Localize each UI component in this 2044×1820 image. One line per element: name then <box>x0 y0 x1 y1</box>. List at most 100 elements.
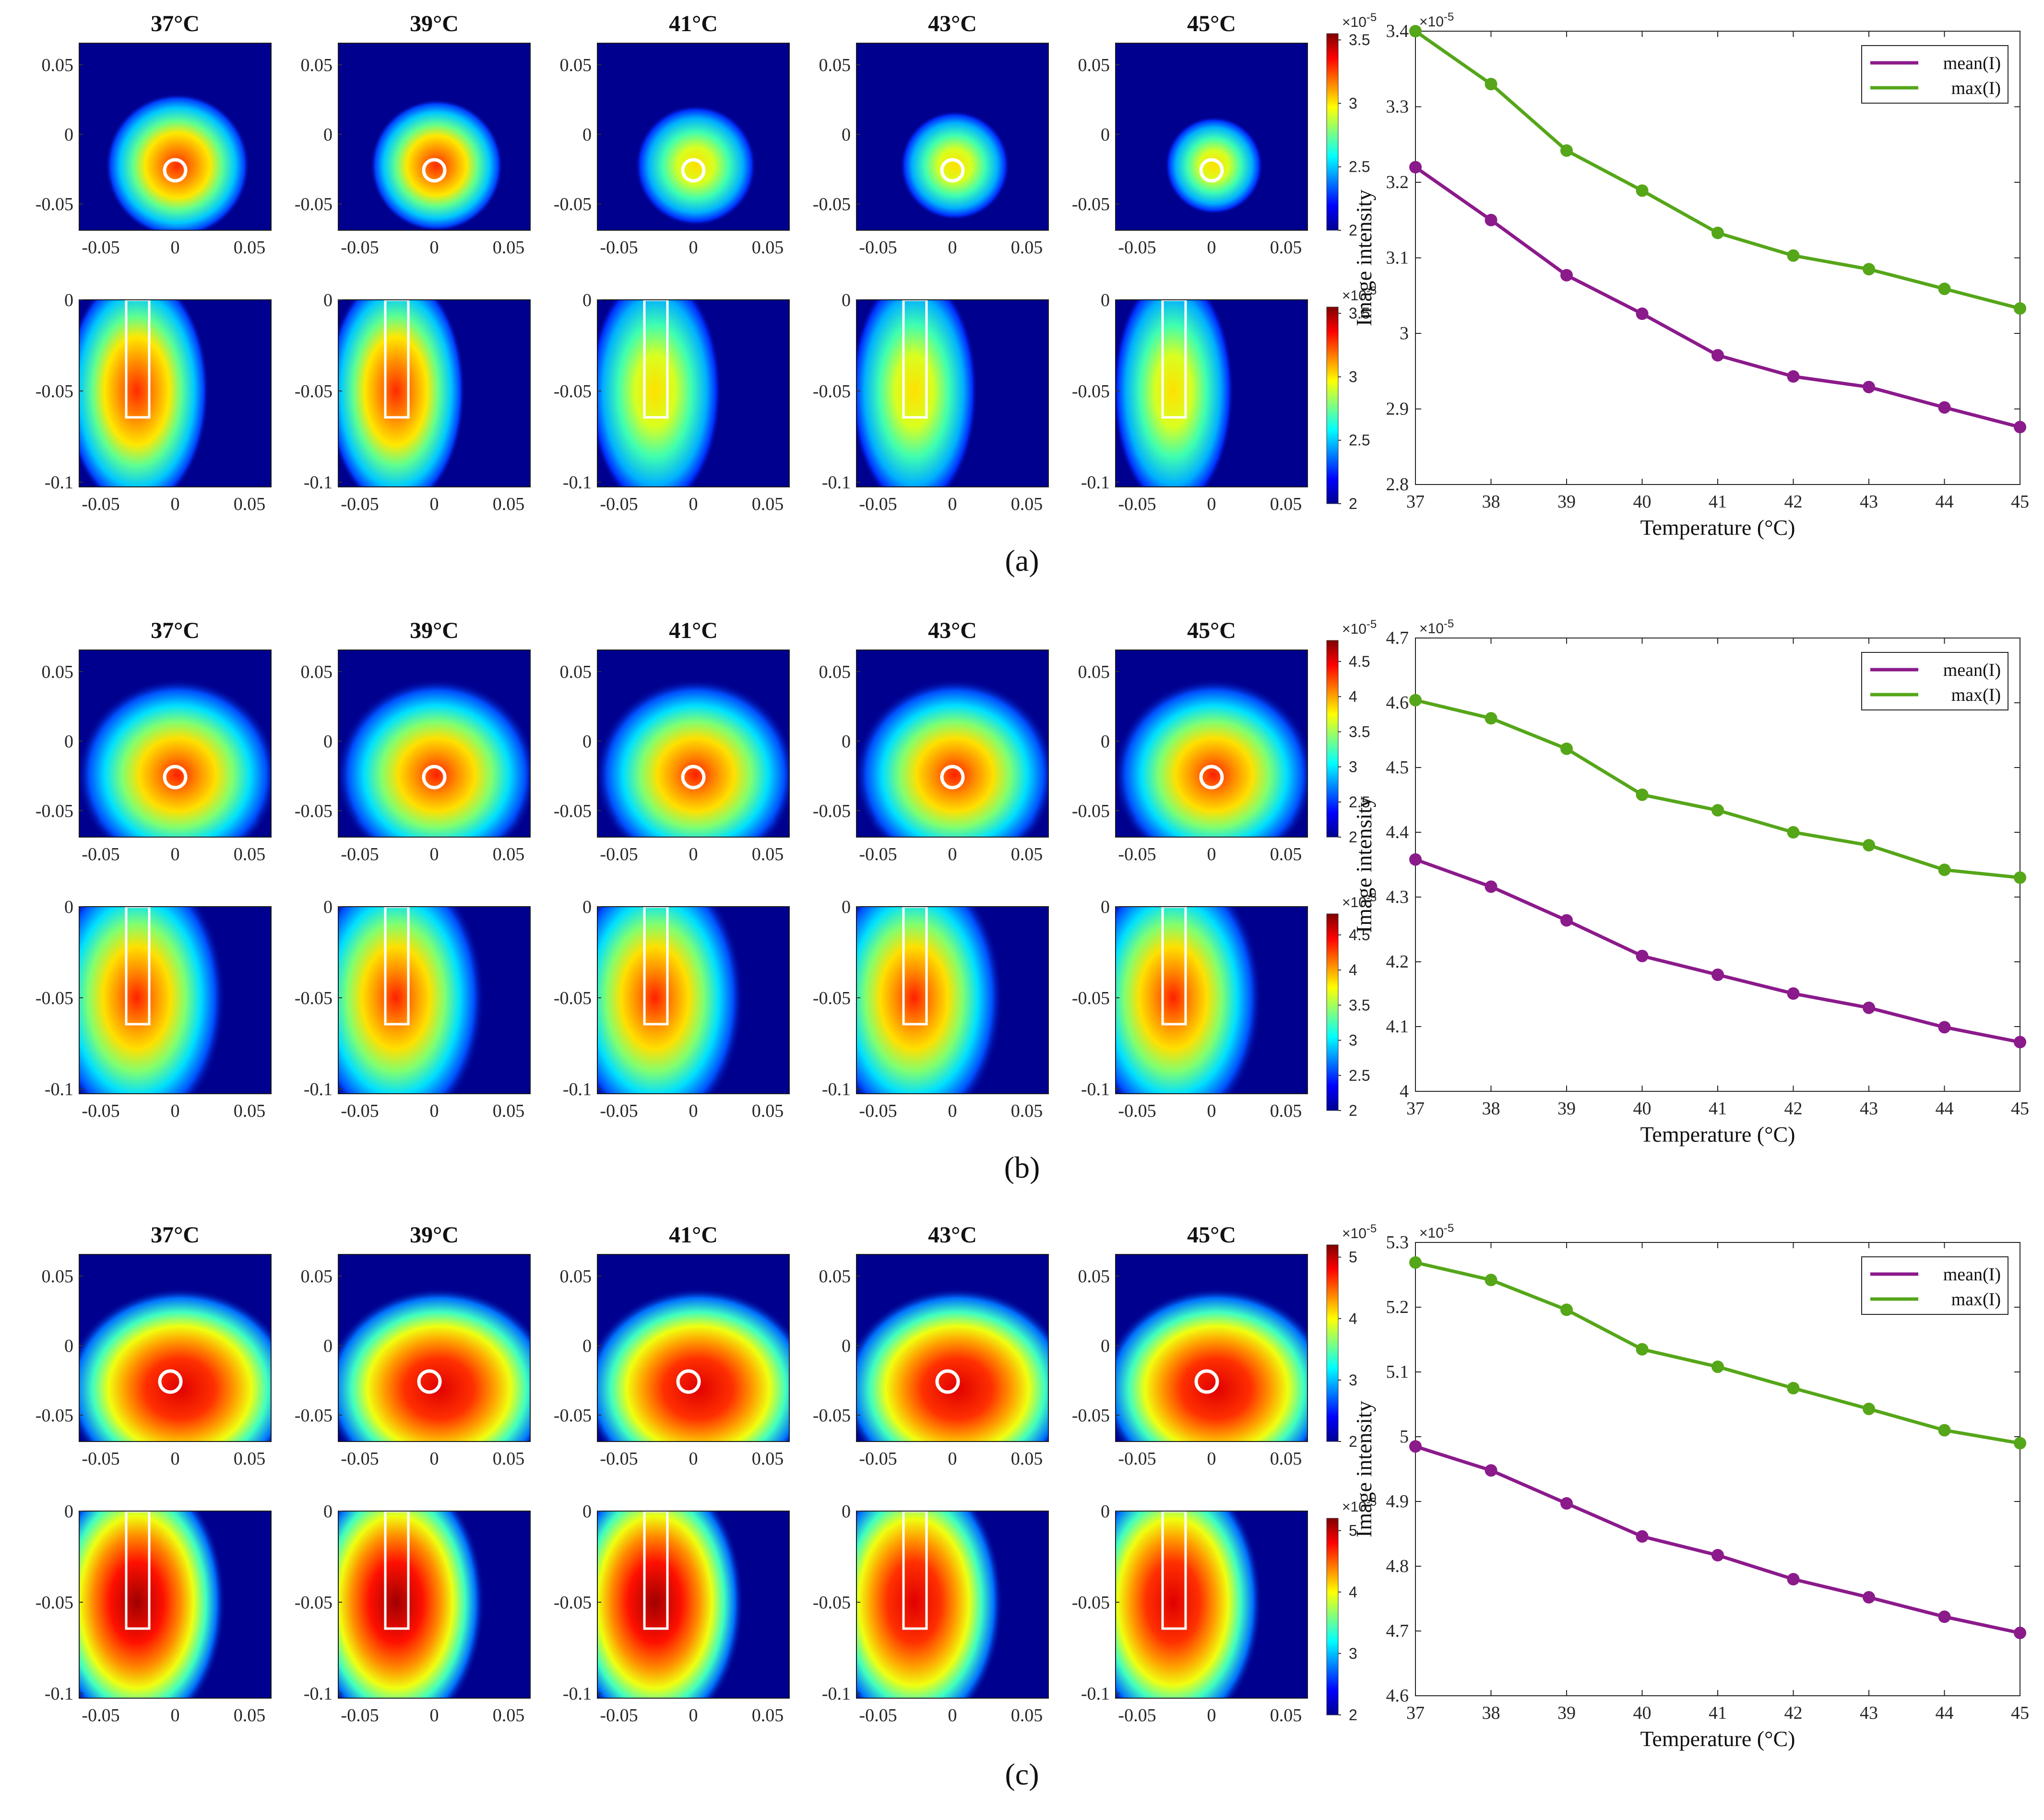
x-tick-label: 0.05 <box>1270 1449 1302 1469</box>
y-tick-label: 2.8 <box>1386 474 1409 495</box>
axis-exponent: ×10-5 <box>1419 11 1454 30</box>
x-tick-label: 0 <box>430 1705 439 1725</box>
colorbar-top: 4.5 4 3.5 3 2.5 2 ×10-5 <box>1326 618 1377 846</box>
x-tick-label: 0.05 <box>1011 1705 1043 1725</box>
heat-pattern <box>597 679 789 837</box>
x-tick-label: 0.05 <box>1270 237 1302 258</box>
x-tick-label: 0 <box>948 844 957 864</box>
data-point <box>1636 949 1649 962</box>
x-tick-label: 0.05 <box>493 844 525 864</box>
heat-pattern <box>856 907 1003 1094</box>
bottom-map-2: 0 -0.05 -0.1 -0.05 0 0.05 <box>295 897 531 1121</box>
x-tick-label: 0 <box>948 1101 957 1121</box>
x-tick-label: 0.05 <box>752 237 784 258</box>
x-tick-label: 0 <box>171 1705 180 1725</box>
heat-pattern <box>338 907 485 1094</box>
roi-circle-marker <box>676 1369 701 1394</box>
data-point <box>2014 421 2026 434</box>
heat-blob <box>79 679 271 837</box>
bottom-map-1: 0 -0.05 -0.1 -0.05 0 0.05 <box>36 290 272 514</box>
heat-blob <box>1165 117 1263 214</box>
y-tick-label: 3.4 <box>1386 21 1409 41</box>
panel-label: (b) <box>1004 1150 1040 1184</box>
y-tick-label: 0 <box>323 732 333 752</box>
heat-blob <box>1116 679 1307 837</box>
x-tick-label: 44 <box>1936 492 1954 512</box>
y-tick-label: 0 <box>64 1336 73 1356</box>
bottom-map-3: 0 -0.05 -0.1 -0.05 0 0.05 <box>554 290 790 514</box>
y-tick-label: 0.05 <box>301 662 333 682</box>
x-tick-label: 0 <box>1207 1101 1216 1121</box>
colorbar-bottom: 3.532.52×10-5 <box>1326 284 1377 512</box>
x-tick-label: -0.05 <box>82 1449 119 1469</box>
x-tick-label: -0.05 <box>82 1705 119 1725</box>
y-tick-label: -0.1 <box>45 1684 73 1704</box>
y-tick-label: 3 <box>1400 323 1409 343</box>
y-tick-label: 0.05 <box>560 55 592 75</box>
y-tick-label: -0.05 <box>554 1406 592 1426</box>
x-tick-label: 0.05 <box>493 1449 525 1469</box>
x-tick-label: -0.05 <box>600 844 638 864</box>
top-map-4: 0.05 0 -0.05 -0.05 0 0.05 43°C <box>813 11 1049 258</box>
y-tick-label: -0.05 <box>813 1593 851 1613</box>
x-tick-label: 39 <box>1557 1099 1576 1119</box>
heat-pattern <box>856 679 1048 837</box>
y-tick-label: 4.9 <box>1386 1491 1409 1512</box>
y-tick-label: 0 <box>582 897 592 917</box>
panel-label: (c) <box>1005 1757 1039 1791</box>
data-point <box>1863 1591 1875 1604</box>
data-point <box>1787 826 1800 839</box>
x-tick-label: 41 <box>1709 492 1727 512</box>
roi-circle-marker <box>935 1369 960 1394</box>
bottom-map-4: 0 -0.05 -0.1 -0.05 0 0.05 <box>813 1501 1049 1725</box>
y-tick-label: -0.05 <box>295 1406 333 1426</box>
x-tick-label: -0.05 <box>341 237 379 258</box>
map-title: 43°C <box>928 11 977 36</box>
data-point <box>1485 1274 1497 1287</box>
heat-pattern <box>597 1511 744 1698</box>
colorbar-exponent: ×10-5 <box>1342 1222 1377 1241</box>
map-frame <box>79 906 272 1094</box>
y-tick-label: -0.05 <box>36 381 73 402</box>
y-tick-label: 4.6 <box>1386 1686 1409 1706</box>
x-tick-label: -0.05 <box>82 237 119 258</box>
x-tick-label: 0.05 <box>493 1705 525 1725</box>
y-tick-label: 0 <box>842 732 851 752</box>
plot-area <box>1415 1242 2020 1696</box>
map-title: 43°C <box>928 618 977 643</box>
heat-blob <box>856 300 977 487</box>
data-point <box>2014 1437 2026 1450</box>
plot-area <box>1415 638 2020 1092</box>
heat-pattern <box>1116 1288 1307 1442</box>
y-tick-label: 0 <box>842 125 851 145</box>
colorbar-tick-label: 3.5 <box>1349 723 1370 740</box>
map-frame <box>856 906 1049 1094</box>
y-tick-label: -0.05 <box>36 1406 73 1426</box>
y-tick-label: 0 <box>582 1501 592 1522</box>
roi-circle-marker <box>681 765 706 790</box>
colorbar-bottom: 4.543.532.52×10-5 <box>1326 891 1377 1119</box>
colorbar-exponent: ×10-5 <box>1342 618 1377 637</box>
x-tick-label: -0.05 <box>600 1101 638 1121</box>
y-tick-label: 0 <box>323 290 333 310</box>
heat-blob <box>1116 1511 1262 1698</box>
x-tick-label: 0 <box>1207 494 1216 514</box>
x-tick-label: 0 <box>948 1705 957 1725</box>
y-tick-label: 0.05 <box>560 1266 592 1287</box>
x-tick-label: 38 <box>1482 1099 1500 1119</box>
y-tick-label: -0.05 <box>813 801 851 821</box>
heat-pattern <box>900 111 1010 220</box>
roi-circle-marker <box>422 158 447 183</box>
x-tick-label: 0 <box>430 237 439 258</box>
x-tick-label: 0.05 <box>234 494 266 514</box>
data-point <box>2014 871 2026 884</box>
data-point <box>1560 269 1573 282</box>
y-tick-label: 0 <box>842 290 851 310</box>
map-frame <box>79 299 272 487</box>
x-tick-label: 0.05 <box>234 1101 266 1121</box>
x-tick-label: 0 <box>1207 237 1216 258</box>
colorbar-tick-label: 3 <box>1349 368 1357 385</box>
data-point <box>1863 839 1875 851</box>
